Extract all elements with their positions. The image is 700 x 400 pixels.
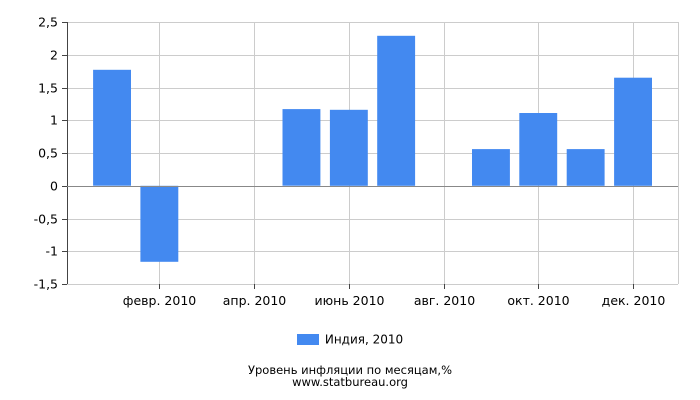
bar [377, 35, 416, 186]
source-link[interactable]: www.statbureau.org [292, 375, 408, 389]
x-tick-label: июнь 2010 [315, 293, 385, 308]
y-tick-label: 1 [50, 113, 58, 128]
bar [329, 109, 368, 186]
chart-title: Уровень инфляции по месяцам,% [247, 363, 452, 377]
legend-label: Индия, 2010 [324, 332, 404, 347]
axes [62, 22, 678, 289]
x-tick-label: апр. 2010 [223, 293, 287, 308]
x-tick-labels: февр. 2010 апр. 2010 июнь 2010 авг. 2010 окт… [123, 293, 666, 308]
bar [93, 69, 131, 186]
y-tick-labels: 2,5 2 1,5 1 0,5 0 -0,5 -1 -1,5 [34, 15, 58, 292]
bars [93, 35, 652, 262]
y-tick-label: -0,5 [34, 212, 58, 227]
bar [614, 77, 652, 186]
chart-footer: Уровень инфляции по месяцам,% www.statbu… [0, 364, 700, 388]
bar [282, 109, 321, 186]
legend-swatch [296, 334, 319, 345]
x-tick-label: окт. 2010 [507, 293, 569, 308]
y-tick-label: 1,5 [38, 81, 58, 96]
x-tick-label: февр. 2010 [123, 293, 196, 308]
y-tick-label: 2,5 [38, 15, 58, 30]
y-tick-label: 2 [50, 48, 58, 63]
y-tick-label: 0,5 [38, 146, 58, 161]
y-tick-label: -1 [46, 244, 58, 259]
legend: Индия, 2010 [0, 332, 700, 347]
bar [519, 113, 558, 186]
bar [566, 149, 605, 186]
y-tick-label: -1,5 [34, 277, 58, 292]
y-tick-label: 0 [50, 179, 58, 194]
bar [472, 149, 510, 186]
bar [140, 185, 179, 262]
x-tick-label: авг. 2010 [414, 293, 475, 308]
x-tick-label: дек. 2010 [602, 293, 666, 308]
